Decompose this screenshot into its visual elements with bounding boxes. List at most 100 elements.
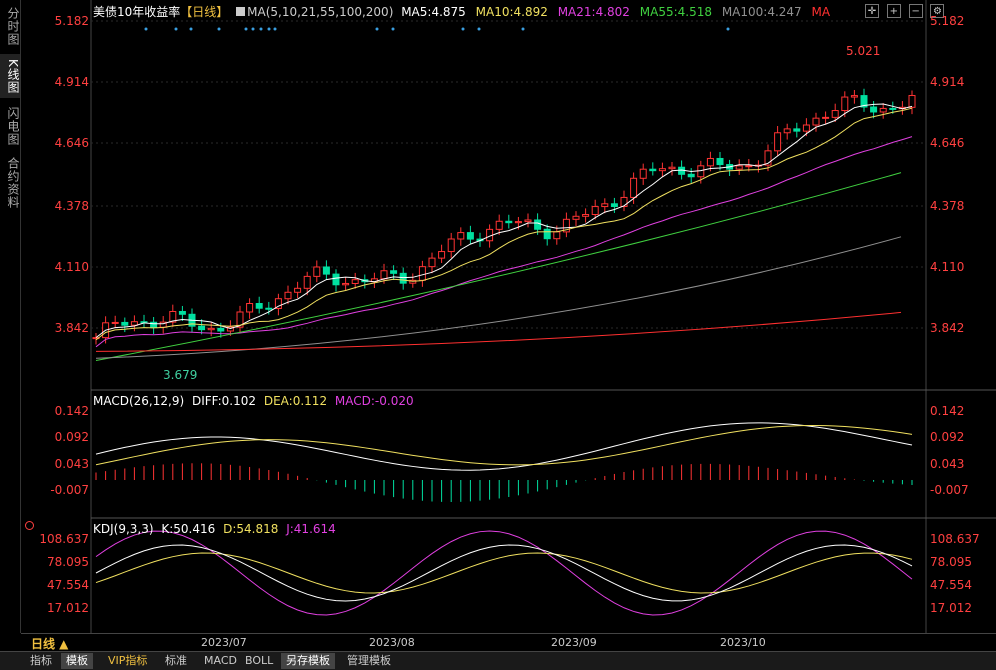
price-left-tick: 4.646 [54,136,89,150]
kdj-k-line [95,544,913,602]
event-marker-dot [259,27,263,31]
price-right-tick: 4.914 [930,75,965,89]
candle-body [322,266,330,275]
tab-standard[interactable]: 标准 [165,654,187,667]
candle-body [850,95,858,98]
candle-body [639,168,647,179]
kdj-marker-icon[interactable] [25,521,34,530]
sidebar-item-kline[interactable]: K线图 [0,54,20,98]
zoom-out-icon[interactable]: − [908,4,923,18]
candle-body [630,177,638,198]
macd-diff: DIFF:0.102 [191,394,257,408]
candle-body [534,219,542,230]
low-price-label: 3.679 [163,368,198,382]
x-label-sep: 2023/09 [551,636,597,649]
macd-right-tick: 0.142 [930,404,965,418]
tab-boll[interactable]: BOLL [245,654,274,667]
tab-indicator[interactable]: 指标 [30,654,52,667]
macd-right-tick: 0.092 [930,430,965,444]
ma5-value: MA5:4.875 [401,5,466,19]
kdj-left-tick: 17.012 [47,601,89,615]
candle-body [255,303,263,309]
sidebar-item-timeshare[interactable]: 分时图 [6,6,20,46]
candle-body [553,231,561,240]
tab-save-template[interactable]: 另存模板 [281,653,335,669]
candle-body [457,232,465,240]
price-right-tick: 3.842 [930,321,965,335]
kdj-right-tick: 17.012 [930,601,972,615]
candle-body [390,270,398,274]
macd-left-tick: 0.043 [54,457,89,471]
kdj-right-tick: 108.637 [930,532,980,546]
candle-body [802,124,810,132]
event-marker-dot [375,27,379,31]
x-label-aug: 2023/08 [369,636,415,649]
candle-body [438,251,446,259]
macd-left-tick: -0.007 [50,483,89,497]
candle-body [111,321,119,324]
candle-body [351,279,359,284]
candle-body [332,273,340,286]
tab-vip-indicator[interactable]: VIP指标 [108,654,148,667]
candle-body [543,228,551,240]
candle-body [130,321,138,326]
x-label-oct: 2023/10 [720,636,766,649]
event-marker-dot [189,27,193,31]
price-right-tick: 5.182 [930,14,965,28]
ma200-line [95,311,902,352]
macd-title: MACD(26,12,9) [93,394,185,408]
ma55-value: MA55:4.518 [639,5,712,19]
macd-right-tick: -0.007 [930,483,969,497]
kdj-header: KDJ(9,3,3) K:50.416 D:54.818 J:41.614 [93,522,336,536]
candle-body [303,275,311,289]
macd-right-tick: 0.043 [930,457,965,471]
candle-body [150,321,158,328]
price-left-tick: 4.110 [54,260,89,274]
candle-body [658,168,666,172]
kdj-left-tick: 47.554 [47,578,89,592]
event-marker-dot [267,27,271,31]
candle-body [236,311,244,328]
candle-body [505,220,513,224]
candle-body [591,206,599,216]
macd-diff-line [95,422,913,471]
macd-left-tick: 0.092 [54,430,89,444]
candle-body [822,116,830,119]
candle-body [380,270,388,280]
candle-body [783,128,791,134]
kdj-title: KDJ(9,3,3) [93,522,154,536]
candle-body [582,214,590,217]
chart-canvas[interactable] [21,0,996,633]
ma21-value: MA21:4.802 [557,5,630,19]
candle-body [226,326,234,332]
settings-icon[interactable]: ⚙ [930,4,945,18]
sidebar-item-contract-info[interactable]: 合约资料 [6,157,20,209]
kdj-d: D:54.818 [223,522,279,536]
chart-header: 美债10年收益率【日线】 MA(5,10,21,55,100,200) MA5:… [93,3,830,20]
candle-body [428,257,436,268]
candle-body [764,150,772,166]
ma55-line [95,172,902,362]
event-marker-dot [273,27,277,31]
price-left-tick: 4.378 [54,199,89,213]
tab-manage-template[interactable]: 管理模板 [347,654,391,667]
cross-icon[interactable]: ✛ [865,4,879,18]
candle-body [831,110,839,118]
sidebar-item-flash[interactable]: 闪电图 [6,106,20,146]
candle-body [812,117,820,126]
period-selector[interactable]: 日线 ▲ [31,637,69,651]
tab-template[interactable]: 模板 [61,653,93,669]
price-left-tick: 5.182 [54,14,89,28]
ma5-line [95,103,913,338]
price-left-tick: 4.914 [54,75,89,89]
zoom-in-icon[interactable]: + [886,4,901,18]
event-marker-dot [217,27,221,31]
candle-body [178,310,186,315]
high-price-label: 5.021 [846,44,881,58]
candle-body [294,287,302,293]
event-marker-dot [251,27,255,31]
candle-body [313,266,321,277]
candle-body [774,132,782,152]
instrument-title: 美债10年收益率 [93,5,181,19]
tab-macd[interactable]: MACD [204,654,237,667]
